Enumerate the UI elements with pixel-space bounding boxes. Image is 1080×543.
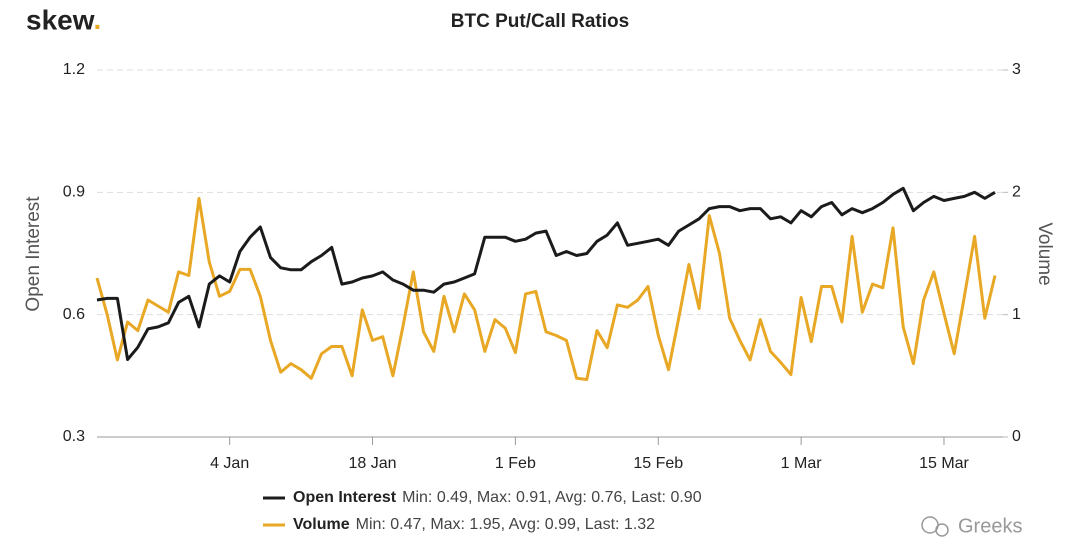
watermark: Greeks	[921, 515, 1022, 537]
legend-name: Open Interest	[293, 489, 397, 506]
y2-tick-label: 0	[1012, 428, 1021, 445]
y-tick-label: 0.9	[63, 184, 85, 201]
x-tick-label: 1 Feb	[495, 455, 536, 472]
y-tick-label: 1.2	[63, 61, 85, 78]
legend-entry: Volume Min: 0.47, Max: 1.95, Avg: 0.99, L…	[293, 516, 655, 533]
y2-axis-label: Volume	[1034, 222, 1055, 285]
watermark-text: Greeks	[958, 515, 1022, 537]
legend-stats: Min: 0.49, Max: 0.91, Avg: 0.76, Last: 0…	[402, 489, 702, 506]
y-tick-label: 0.3	[63, 428, 85, 445]
series-line	[95, 196, 997, 381]
legend-stats: Min: 0.47, Max: 1.95, Avg: 0.99, Last: 1…	[356, 516, 656, 533]
y2-tick-label: 2	[1012, 184, 1021, 201]
x-tick-label: 1 Mar	[781, 455, 823, 472]
y-axis-label: Open Interest	[23, 196, 44, 312]
series-line	[96, 186, 996, 361]
logo: skew.	[26, 4, 101, 35]
legend-entry: Open Interest Min: 0.49, Max: 0.91, Avg: …	[293, 489, 702, 506]
y2-tick-label: 3	[1012, 61, 1021, 78]
x-tick-label: 15 Mar	[919, 455, 969, 472]
y-tick-label: 0.6	[63, 306, 85, 323]
legend-name: Volume	[293, 516, 350, 533]
chart-title: BTC Put/Call Ratios	[451, 11, 629, 32]
x-tick-label: 15 Feb	[633, 455, 683, 472]
y2-tick-label: 1	[1012, 306, 1021, 323]
x-tick-label: 18 Jan	[348, 455, 396, 472]
x-tick-label: 4 Jan	[210, 455, 249, 472]
